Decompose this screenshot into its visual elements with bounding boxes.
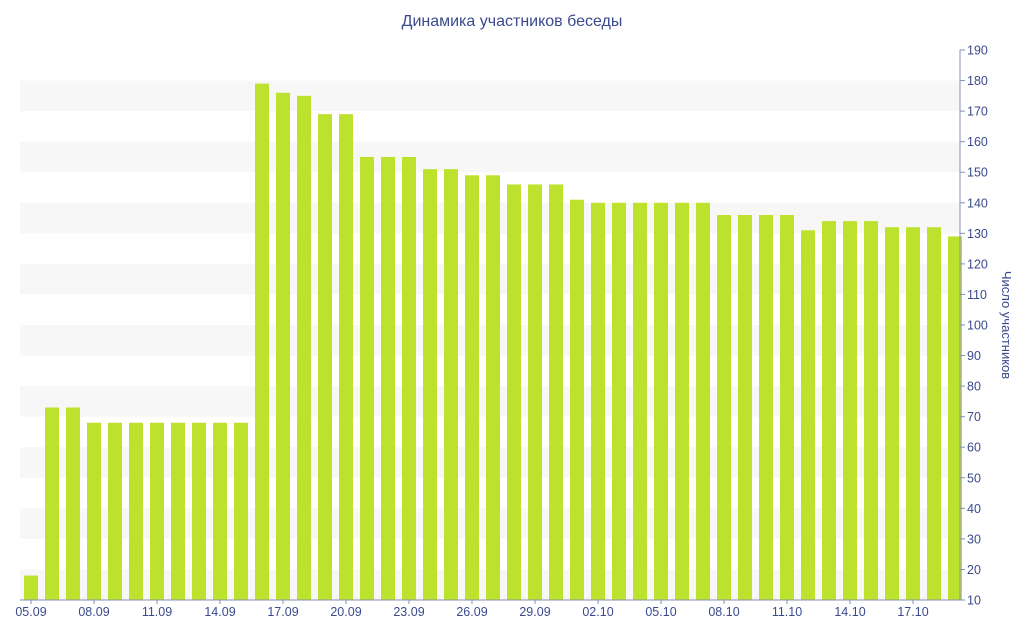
bar (675, 202, 689, 600)
bar (885, 227, 899, 600)
y-tick-label: 180 (967, 74, 988, 88)
x-tick-label: 08.10 (708, 605, 739, 619)
bar (234, 422, 248, 600)
y-tick-label: 110 (967, 288, 987, 302)
bar (339, 114, 353, 601)
bar (570, 199, 584, 600)
bar (444, 169, 458, 600)
bar (66, 407, 80, 600)
bar (24, 575, 38, 600)
x-tick-label: 11.09 (142, 605, 172, 619)
grid-band (20, 80, 960, 112)
y-ticks: 10 20 30 40 50 60 70 80 90 100 110 120 130 140 150 160 1… (960, 44, 988, 608)
x-tick-label: 14.10 (834, 605, 865, 619)
bar (948, 236, 962, 600)
bar (108, 422, 122, 600)
x-tick-label: 14.09 (204, 605, 235, 619)
x-tick-label: 11.10 (772, 605, 802, 619)
bar (696, 202, 710, 600)
y-tick-label: 50 (967, 471, 981, 485)
y-tick-label: 70 (967, 410, 981, 424)
bar (843, 221, 857, 600)
y-tick-label: 120 (967, 257, 988, 271)
bar (507, 184, 521, 600)
bar (87, 422, 101, 600)
chart-title: Динамика участников беседы (401, 13, 623, 30)
y-tick-label: 170 (967, 105, 988, 119)
bar (654, 202, 668, 600)
y-tick-label: 30 (967, 532, 981, 546)
bar (150, 422, 164, 600)
x-tick-label: 05.09 (15, 605, 46, 619)
bar (780, 215, 794, 600)
y-tick-label: 160 (967, 135, 988, 149)
x-tick-label: 20.09 (330, 605, 361, 619)
bar (864, 221, 878, 600)
y-tick-label: 150 (967, 166, 988, 180)
bar (171, 422, 185, 600)
bar (486, 175, 500, 600)
x-ticks: 05.09 08.09 11.09 14.09 17.09 20.09 23.09 26.09… (15, 600, 929, 619)
bar (255, 83, 269, 601)
y-tick-label: 80 (967, 380, 981, 394)
bar (213, 422, 227, 600)
bar (591, 202, 605, 600)
bar (759, 215, 773, 600)
bar (801, 230, 815, 600)
bar (360, 156, 374, 600)
y-tick-label: 140 (967, 196, 988, 210)
bar (465, 175, 479, 600)
x-tick-label: 05.10 (645, 605, 676, 619)
bar (717, 215, 731, 600)
bar (906, 227, 920, 600)
bar (612, 202, 626, 600)
bar (45, 407, 59, 600)
y-tick-label: 190 (967, 44, 988, 58)
bar (528, 184, 542, 600)
y-axis-label: Число участников (999, 271, 1014, 379)
bar (129, 422, 143, 600)
x-tick-label: 08.09 (78, 605, 109, 619)
bar (381, 156, 395, 600)
bar (402, 156, 416, 600)
y-tick-label: 130 (967, 227, 988, 241)
y-tick-label: 10 (967, 594, 981, 608)
grid-band (20, 141, 960, 173)
y-tick-label: 20 (967, 563, 981, 577)
bar (423, 169, 437, 600)
y-tick-label: 90 (967, 349, 981, 363)
x-tick-label: 23.09 (393, 605, 424, 619)
x-tick-label: 29.09 (519, 605, 550, 619)
x-tick-label: 26.09 (456, 605, 487, 619)
bar (549, 184, 563, 600)
x-tick-label: 17.09 (267, 605, 298, 619)
bar (738, 215, 752, 600)
y-tick-label: 40 (967, 502, 981, 516)
bar (192, 422, 206, 600)
y-tick-label: 60 (967, 441, 981, 455)
bar (318, 114, 332, 601)
x-tick-label: 02.10 (582, 605, 613, 619)
bar (633, 202, 647, 600)
bar (927, 227, 941, 600)
y-tick-label: 100 (967, 319, 988, 333)
bars (24, 83, 962, 601)
x-tick-label: 17.10 (897, 605, 928, 619)
bar (822, 221, 836, 600)
bar (276, 92, 290, 601)
bar (297, 95, 311, 600)
